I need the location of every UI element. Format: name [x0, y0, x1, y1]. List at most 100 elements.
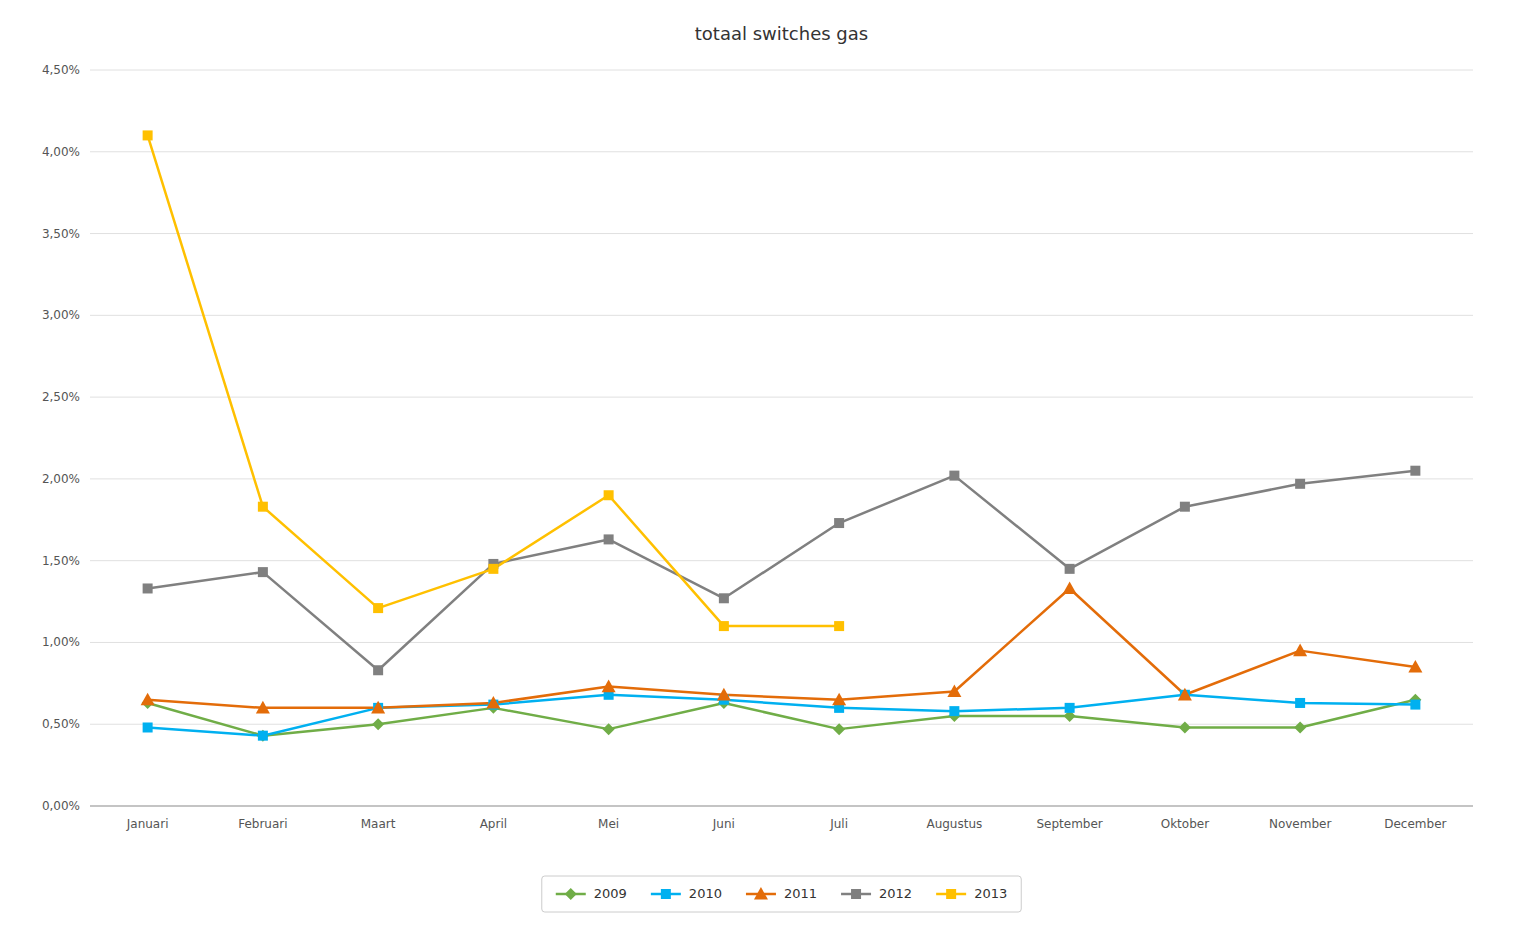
- point: [832, 693, 846, 706]
- y-tick-label: 0,00%: [42, 799, 80, 813]
- point: [1065, 703, 1075, 713]
- point: [143, 130, 153, 140]
- point: [258, 731, 268, 741]
- series-line: [148, 471, 1416, 671]
- x-tick-label: Mei: [598, 817, 619, 831]
- legend-label: 2011: [784, 886, 817, 901]
- legend-marker: [565, 888, 577, 900]
- x-ticks: Januari Februari Maart April Mei Juni Juli Augu…: [126, 817, 1447, 831]
- series-line: [148, 695, 1416, 736]
- point: [949, 471, 959, 481]
- legend-items: 2009 2010 2011 2012 2013: [556, 886, 1007, 901]
- y-tick-label: 2,00%: [42, 472, 80, 486]
- y-tick-label: 3,50%: [42, 227, 80, 241]
- legend-item: 2013: [936, 886, 1007, 901]
- point: [604, 534, 614, 544]
- x-tick-label: December: [1384, 817, 1446, 831]
- point: [602, 680, 616, 693]
- x-tick-label: Juni: [712, 817, 735, 831]
- grid-line: [90, 642, 1473, 643]
- grid: [90, 70, 1473, 806]
- point: [1295, 698, 1305, 708]
- y-tick-label: 0,50%: [42, 717, 80, 731]
- point: [257, 730, 269, 742]
- legend-label: 2010: [689, 886, 722, 901]
- point: [834, 518, 844, 528]
- point: [1178, 688, 1192, 701]
- grid-line: [90, 397, 1473, 398]
- point: [488, 564, 498, 574]
- x-tick-label: Maart: [361, 817, 396, 831]
- point: [1065, 564, 1075, 574]
- point: [1410, 700, 1420, 710]
- point: [719, 621, 729, 631]
- point: [717, 688, 731, 701]
- point: [371, 701, 385, 714]
- grid-line: [90, 233, 1473, 234]
- grid-line: [90, 806, 1473, 807]
- point: [604, 490, 614, 500]
- y-tick-label: 4,50%: [42, 63, 80, 77]
- points: [141, 130, 1423, 741]
- point: [141, 693, 155, 706]
- point: [258, 567, 268, 577]
- grid-line: [90, 70, 1473, 71]
- y-tick-label: 1,00%: [42, 635, 80, 649]
- legend-label: 2009: [594, 886, 627, 901]
- grid-line: [90, 724, 1473, 725]
- point: [947, 685, 961, 698]
- point: [486, 696, 500, 709]
- point: [1179, 721, 1191, 733]
- point: [143, 583, 153, 593]
- x-tick-label: April: [480, 817, 507, 831]
- point: [143, 722, 153, 732]
- point: [372, 718, 384, 730]
- x-tick-label: Februari: [238, 817, 287, 831]
- series-line: [148, 135, 840, 626]
- y-tick-label: 1,50%: [42, 554, 80, 568]
- series-line: [148, 588, 1416, 707]
- legend-item: 2010: [651, 886, 722, 901]
- y-tick-label: 2,50%: [42, 390, 80, 404]
- legend-item: 2012: [841, 886, 912, 901]
- x-tick-label: September: [1036, 817, 1102, 831]
- y-ticks: 0,00% 0,50% 1,00% 1,50% 2,00% 2,50% 3,00% 3,50%…: [42, 63, 80, 813]
- point: [1294, 721, 1306, 733]
- title: totaal switches gas: [695, 23, 868, 44]
- x-tick-label: Augustus: [926, 817, 982, 831]
- point: [373, 603, 383, 613]
- x-tick-label: Juli: [829, 817, 848, 831]
- lines: [148, 135, 1416, 735]
- grid-line: [90, 151, 1473, 152]
- grid-line: [90, 478, 1473, 479]
- point: [373, 665, 383, 675]
- point: [949, 706, 959, 716]
- background: [0, 0, 1513, 946]
- grid-line: [90, 315, 1473, 316]
- point: [1063, 581, 1077, 594]
- x-tick-label: Oktober: [1161, 817, 1209, 831]
- legend-item: 2009: [556, 886, 627, 901]
- x-axis-line: [90, 806, 1473, 807]
- x-tick-label: Januari: [126, 817, 169, 831]
- point: [1408, 660, 1422, 673]
- point: [834, 621, 844, 631]
- point: [719, 593, 729, 603]
- x-tick-label: November: [1269, 817, 1331, 831]
- point: [1295, 479, 1305, 489]
- point: [256, 701, 270, 714]
- y-tick-label: 4,00%: [42, 145, 80, 159]
- legend-marker: [851, 889, 861, 899]
- legend-label: 2013: [974, 886, 1007, 901]
- point: [1410, 466, 1420, 476]
- point: [1293, 644, 1307, 657]
- point: [1180, 502, 1190, 512]
- legend-label: 2012: [879, 886, 912, 901]
- point: [603, 723, 615, 735]
- chart: totaal switches gas 0,00% 0,50% 1,00% 1,50% 2…: [0, 0, 1513, 946]
- point: [833, 723, 845, 735]
- y-tick-label: 3,00%: [42, 308, 80, 322]
- point: [258, 502, 268, 512]
- legend-marker: [661, 889, 671, 899]
- legend-item: 2011: [746, 886, 817, 901]
